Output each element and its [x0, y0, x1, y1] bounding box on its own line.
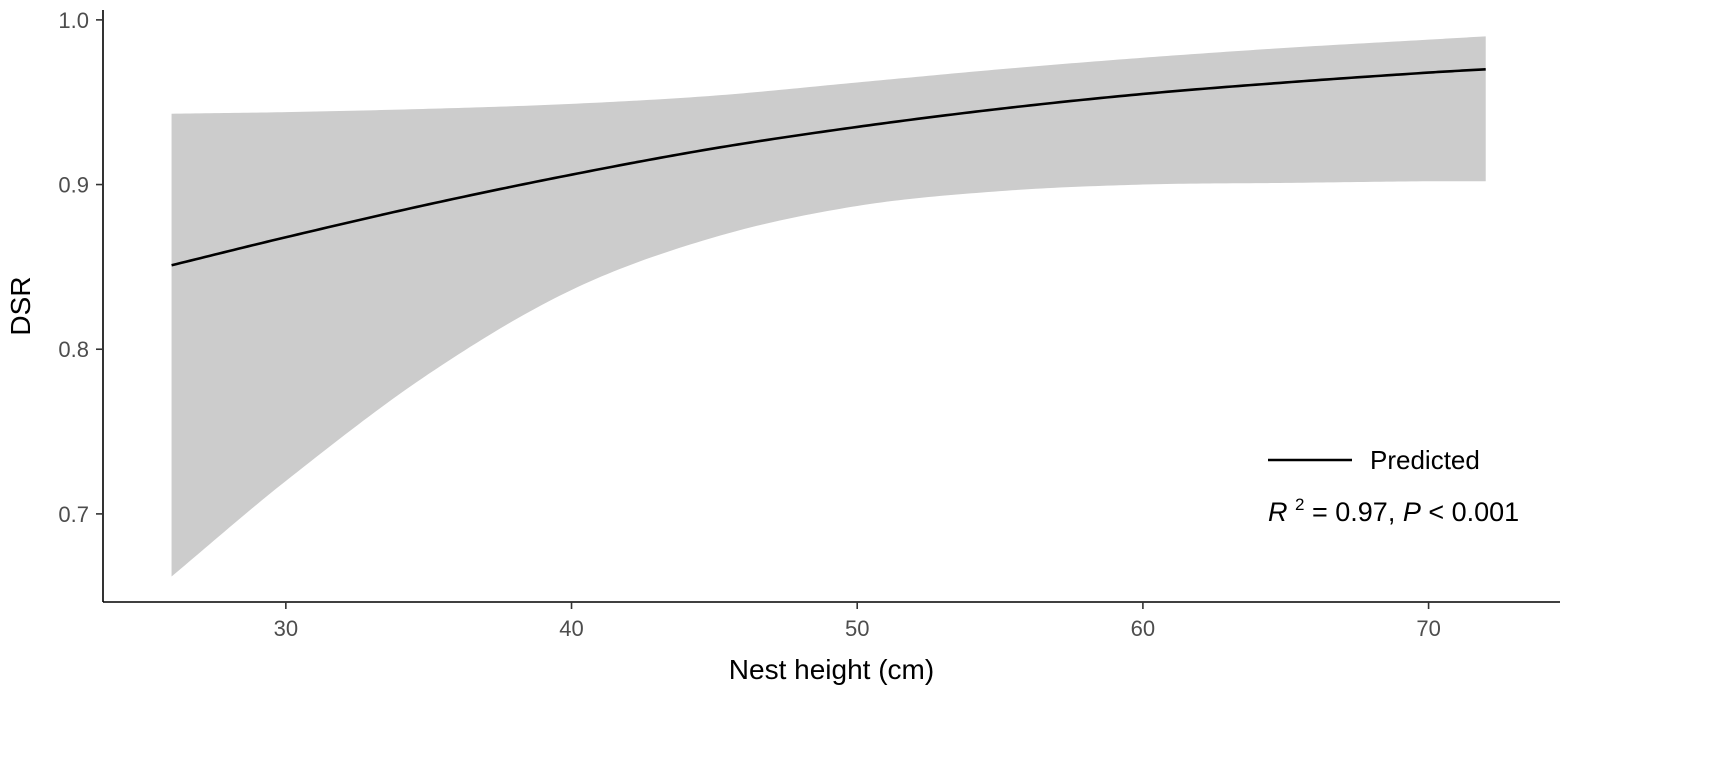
p-symbol: P — [1403, 497, 1421, 527]
r-exponent: 2 — [1295, 495, 1304, 514]
y-tick-label: 0.7 — [58, 502, 89, 527]
legend: Predicted — [1268, 445, 1480, 475]
r-symbol: R — [1268, 497, 1288, 527]
predicted-line — [171, 67, 1486, 267]
p-value: < 0.001 — [1428, 497, 1519, 527]
x-tick-label: 60 — [1131, 616, 1155, 641]
r-value: = 0.97, — [1312, 497, 1403, 527]
x-axis-ticks: 30 40 50 60 70 — [274, 602, 1441, 641]
plot-area — [171, 36, 1486, 577]
x-axis-title: Nest height (cm) — [729, 654, 934, 685]
legend-label-predicted: Predicted — [1370, 445, 1480, 475]
y-tick-label: 0.9 — [58, 173, 89, 198]
x-tick-label: 40 — [559, 616, 583, 641]
y-axis-title: DSR — [5, 276, 36, 335]
stat-annotation: R 2 = 0.97, P < 0.001 — [1268, 486, 1519, 527]
x-tick-label: 50 — [845, 616, 869, 641]
confidence-band — [171, 36, 1486, 577]
y-tick-label: 0.8 — [58, 337, 89, 362]
x-tick-label: 70 — [1416, 616, 1440, 641]
y-tick-label: 1.0 — [58, 8, 89, 33]
x-tick-label: 30 — [274, 616, 298, 641]
y-axis-ticks: 0.7 0.8 0.9 1.0 — [58, 8, 103, 527]
